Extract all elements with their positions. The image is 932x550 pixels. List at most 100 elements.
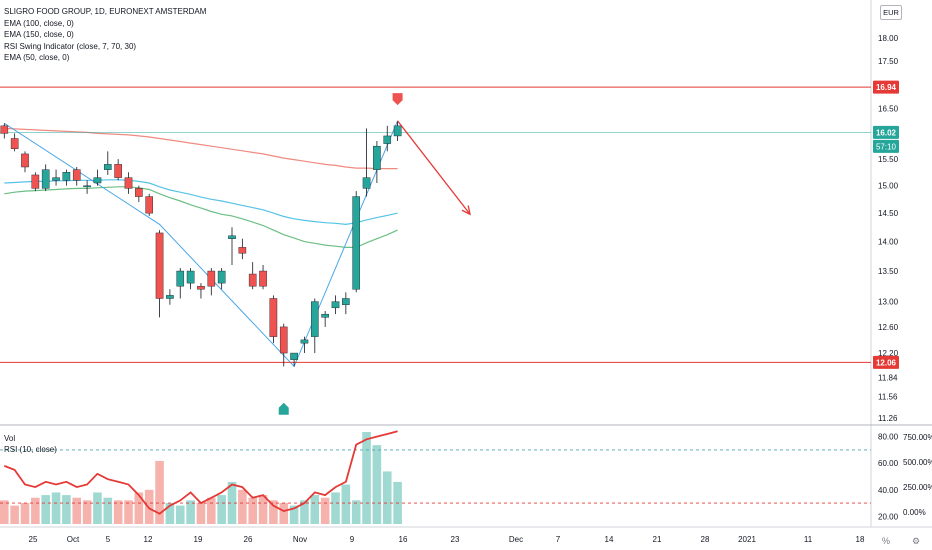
- time-tick-label: Nov: [293, 535, 307, 544]
- price-tick-label: 12.20: [878, 349, 899, 358]
- volume-bar: [10, 505, 19, 524]
- resistance-price-tag: 16.94: [876, 83, 897, 92]
- candle-body: [352, 196, 361, 290]
- projection-arrow-head: [461, 205, 471, 216]
- time-tick-label: 7: [556, 535, 561, 544]
- volume-bar: [72, 497, 82, 524]
- buy-signal-marker: [278, 402, 289, 415]
- rsi-tick-label: 20.00: [878, 512, 899, 521]
- volume-bar: [144, 489, 154, 524]
- candle-body: [207, 270, 216, 287]
- support-price-tag-bg: [873, 355, 899, 369]
- volume-tick-label: 0.00%: [903, 508, 926, 517]
- candle-body: [145, 196, 154, 214]
- volume-tick-label: 250.00%: [903, 483, 932, 492]
- price-tick-label: 11.84: [878, 373, 898, 382]
- currency-button[interactable]: EUR: [880, 5, 902, 20]
- volume-bar: [51, 492, 61, 524]
- price-tick-label: 12.60: [878, 323, 899, 332]
- candle-body: [72, 169, 81, 181]
- candle-body: [197, 285, 205, 290]
- volume-bar: [320, 497, 330, 524]
- volume-bar: [362, 432, 371, 524]
- last-price-tag: 16.02: [876, 128, 897, 137]
- candle-body: [0, 125, 9, 134]
- ema100-line: [4, 179, 398, 226]
- volume-bar: [62, 495, 71, 524]
- projection-arrow-line: [397, 120, 471, 215]
- time-tick-label: 12: [144, 535, 153, 544]
- volume-bar: [124, 500, 133, 524]
- legend-vol[interactable]: Vol: [4, 434, 16, 443]
- candle-body: [393, 125, 402, 137]
- candle-body: [93, 177, 102, 184]
- candle-body: [300, 339, 309, 344]
- candle-body: [217, 270, 226, 284]
- price-tick-label: 17.50: [878, 57, 899, 66]
- volume-tick-label: 750.00%: [903, 433, 932, 442]
- support-price-tag: 12.06: [876, 358, 897, 367]
- candle-body: [186, 270, 195, 284]
- legend-study-2[interactable]: EMA (150, close, 0): [4, 30, 74, 39]
- candle-body: [373, 145, 381, 170]
- volume-bar: [279, 502, 289, 524]
- time-tick-label: 2021: [738, 535, 756, 544]
- time-tick-label: 26: [244, 535, 253, 544]
- legend-rsi[interactable]: RSI (10, close): [4, 445, 57, 454]
- volume-bar: [351, 500, 361, 524]
- time-tick-label: 18: [856, 535, 865, 544]
- candle-body: [176, 270, 185, 287]
- time-tick-label: 25: [29, 535, 38, 544]
- candle-body: [21, 153, 29, 168]
- volume-bar: [165, 502, 175, 524]
- candle-body: [269, 298, 278, 337]
- swing-zigzag-line: [4, 120, 399, 368]
- candle-body: [114, 164, 122, 178]
- time-tick-label: 21: [653, 535, 662, 544]
- price-tick-label: 18.00: [878, 34, 899, 43]
- volume-bar: [175, 505, 185, 524]
- candle-body: [331, 301, 340, 309]
- candle-body: [311, 301, 319, 337]
- volume-bar: [217, 495, 226, 524]
- volume-bar: [269, 500, 278, 524]
- volume-bar: [113, 500, 123, 524]
- price-tick-label: 16.50: [878, 104, 899, 113]
- volume-bar: [300, 500, 309, 524]
- legend-study-4[interactable]: EMA (50, close, 0): [4, 53, 70, 62]
- ema50-line: [4, 186, 398, 248]
- countdown-tag: 57:10: [876, 142, 897, 151]
- candle-body: [166, 295, 174, 299]
- rsi-line: [3, 430, 398, 515]
- candle-body: [62, 172, 71, 181]
- volume-tick-label: 500.00%: [903, 458, 932, 467]
- volume-bar: [289, 505, 299, 524]
- chart-legend: SLIGRO FOOD GROUP, 1D, EURONEXT AMSTERDA…: [4, 6, 206, 64]
- log-scale-icon[interactable]: %: [881, 536, 890, 546]
- auto-scale-icon[interactable]: ⚙: [911, 536, 921, 546]
- candle-body: [362, 177, 371, 189]
- time-tick-label: Oct: [67, 535, 80, 544]
- legend-study-3[interactable]: RSI Swing Indicator (close, 7, 70, 30): [4, 41, 137, 51]
- time-tick-label: 14: [605, 535, 614, 544]
- price-tick-label: 13.50: [878, 267, 899, 276]
- price-tick-label: 15.50: [878, 155, 899, 164]
- time-tick-label: 19: [194, 535, 203, 544]
- volume-bar: [41, 495, 50, 524]
- time-tick-label: Dec: [509, 535, 523, 544]
- volume-bar: [0, 500, 9, 524]
- sell-signal-marker: [392, 93, 403, 106]
- candle-body: [52, 177, 60, 181]
- last-price-tag-bg: [873, 125, 899, 139]
- candle-body: [124, 177, 133, 189]
- candle-body: [228, 235, 236, 239]
- volume-bar: [382, 471, 392, 524]
- legend-study-1[interactable]: EMA (100, close, 0): [4, 18, 74, 28]
- candle-body: [279, 326, 288, 354]
- time-tick-label: 23: [451, 535, 460, 544]
- price-tick-label: 11.26: [878, 414, 898, 423]
- legend-main-title: SLIGRO FOOD GROUP, 1D, EURONEXT AMSTERDA…: [4, 7, 207, 16]
- candle-body: [321, 313, 329, 318]
- volume-bar: [103, 497, 113, 524]
